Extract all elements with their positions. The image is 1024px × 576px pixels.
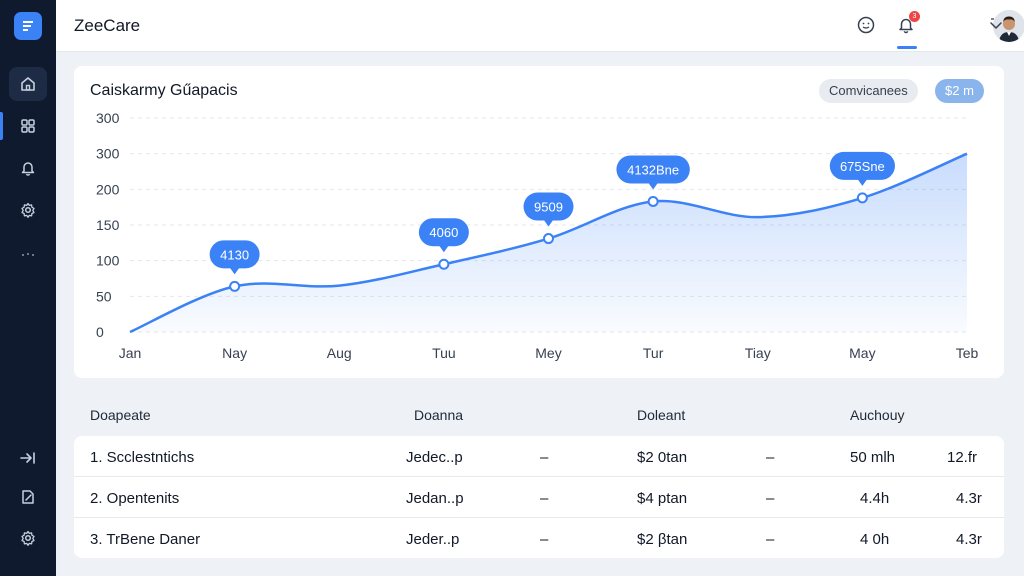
cell-amount: $4 ptan [637, 490, 688, 507]
x-tick-label: Nay [222, 345, 247, 361]
table-row[interactable]: 2. Opentenits Jedan..p – $4 ptan – 4.4h … [74, 477, 1004, 518]
data-table: 1. Scclestntichs Jedec..p – $2 0tan – 50… [74, 436, 1004, 558]
sidebar-item-expand[interactable] [9, 441, 47, 475]
column-header-activity[interactable]: Auchouy [850, 407, 905, 423]
range-button[interactable]: $2 m [935, 79, 984, 103]
column-header-domain[interactable]: Doanna [414, 407, 464, 423]
data-point[interactable] [647, 195, 659, 207]
data-point-tooltip: 4132Bne [616, 155, 690, 190]
column-header-name[interactable]: Doapeate [90, 407, 151, 423]
account-menu-button[interactable] [984, 13, 1008, 37]
chart-title: Caiskarmy Gűapacis [90, 82, 238, 99]
sidebar-item-apps[interactable] [9, 109, 47, 143]
y-tick-label: 50 [96, 288, 112, 304]
arrow-right-icon [20, 452, 35, 464]
cell-name: 3. TrBene Daner [90, 531, 201, 548]
data-point[interactable] [438, 258, 450, 270]
y-tick-label: 150 [96, 217, 120, 233]
cell-domain: Jedan..p [406, 490, 464, 507]
app-title: ZeeCare [74, 16, 141, 35]
chart-card: Caiskarmy Gűapacis Comvicanees $2 m 300 3… [74, 66, 1004, 378]
table-row[interactable]: 3. TrBene Daner Jeder..p – $2 βtan – 4 0… [74, 518, 1004, 558]
x-tick-label: May [849, 345, 875, 361]
data-point-tooltip: 4130 [209, 240, 260, 275]
cell-dash: – [766, 531, 775, 548]
y-tick-label: 0 [96, 324, 104, 340]
x-tick-label: Mey [535, 345, 561, 361]
cell-extra: 4.3r [956, 490, 982, 507]
cell-amount: $2 βtan [637, 531, 688, 548]
table-row[interactable]: 1. Scclestntichs Jedec..p – $2 0tan – 50… [74, 436, 1004, 477]
sidebar-item-more[interactable] [9, 237, 47, 271]
sidebar-item-alerts[interactable] [9, 151, 47, 185]
smiley-icon [857, 16, 875, 34]
compare-button[interactable]: Comvicanees [819, 79, 918, 103]
sidebar [0, 0, 56, 576]
cell-dash: – [540, 490, 549, 507]
app-logo[interactable] [14, 12, 42, 40]
y-tick-label: 100 [96, 253, 120, 269]
data-point-tooltip: 675Sne [829, 151, 895, 186]
grid-icon [21, 119, 35, 133]
cell-domain: Jedec..p [406, 449, 463, 466]
notification-badge: 3 [909, 11, 920, 22]
column-header-amount[interactable]: Doleant [637, 407, 686, 423]
edit-icon [22, 490, 34, 504]
tooltip-label: 675Sne [840, 159, 885, 174]
x-tick-label: Tiay [745, 345, 771, 361]
gear-icon [21, 202, 35, 218]
tooltip-label: 4060 [429, 225, 458, 240]
notifications-button[interactable]: 3 [894, 11, 920, 37]
tooltip-label: 4132Bne [627, 162, 679, 177]
tooltip-label: 9509 [534, 200, 563, 215]
cell-dash: – [766, 449, 775, 466]
bell-icon [21, 162, 35, 176]
x-tick-label: Jan [119, 345, 142, 361]
sidebar-item-preferences[interactable] [9, 521, 47, 555]
cell-metric: 4 0h [860, 531, 890, 548]
cell-metric: 4.4h [860, 490, 890, 507]
top-header: ZeeCare 3 [56, 0, 1024, 52]
cell-extra: 4.3r [956, 531, 982, 548]
help-button[interactable] [854, 13, 878, 37]
cell-domain: Jeder..p [406, 531, 460, 548]
area-chart: 300 300 200 150 100 50 0 4130 4060 9509 4132Bne 67… [96, 110, 979, 361]
cell-name: 1. Scclestntichs [90, 449, 195, 466]
cell-extra: 12.fr [947, 449, 978, 466]
home-icon [21, 77, 35, 91]
cell-amount: $2 0tan [637, 449, 688, 466]
data-point[interactable] [229, 280, 241, 292]
cell-metric: 50 mlh [850, 449, 896, 466]
cell-name: 2. Opentenits [90, 490, 180, 507]
data-point[interactable] [856, 192, 868, 204]
chevron-down-icon [990, 18, 1002, 29]
data-point-tooltip: 9509 [523, 192, 574, 227]
sidebar-item-home[interactable] [9, 67, 47, 101]
y-tick-label: 300 [96, 110, 120, 126]
cell-dash: – [540, 449, 549, 466]
dots-icon [22, 253, 34, 256]
x-tick-label: Teb [956, 345, 979, 361]
nav-active-indicator [0, 112, 3, 140]
gear-icon [21, 530, 35, 546]
logo-icon [23, 21, 33, 31]
notifications-active-indicator [897, 46, 917, 49]
sidebar-item-settings[interactable] [9, 193, 47, 227]
y-tick-label: 200 [96, 181, 120, 197]
data-point-tooltip: 4060 [418, 218, 469, 253]
tooltip-label: 4130 [220, 247, 249, 262]
y-tick-label: 300 [96, 146, 120, 162]
cell-dash: – [766, 490, 775, 507]
data-point[interactable] [543, 233, 554, 245]
bell-icon [899, 18, 913, 34]
cell-dash: – [540, 531, 549, 548]
table-header: Doapeate Doanna Doleant Auchouy [74, 396, 1004, 432]
x-tick-label: Tur [643, 345, 664, 361]
sidebar-item-edit[interactable] [9, 480, 47, 514]
x-tick-label: Tuu [432, 345, 456, 361]
x-tick-label: Aug [327, 345, 352, 361]
